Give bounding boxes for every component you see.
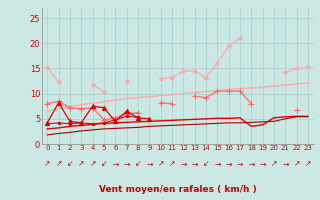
Text: ↗: ↗	[55, 160, 62, 168]
Text: ↗: ↗	[44, 160, 51, 168]
Text: ↙: ↙	[67, 160, 73, 168]
Text: →: →	[214, 160, 220, 168]
Text: →: →	[237, 160, 243, 168]
Text: ↗: ↗	[89, 160, 96, 168]
Text: →: →	[146, 160, 152, 168]
Text: ↗: ↗	[305, 160, 311, 168]
Text: →: →	[282, 160, 288, 168]
Text: ↙: ↙	[203, 160, 209, 168]
Text: →: →	[225, 160, 232, 168]
Text: ↙: ↙	[101, 160, 107, 168]
Text: →: →	[191, 160, 198, 168]
Text: →: →	[180, 160, 187, 168]
Text: →: →	[124, 160, 130, 168]
Text: ↗: ↗	[78, 160, 84, 168]
Text: →: →	[112, 160, 118, 168]
Text: ↗: ↗	[157, 160, 164, 168]
Text: ↙: ↙	[135, 160, 141, 168]
Text: ↗: ↗	[271, 160, 277, 168]
Text: Vent moyen/en rafales ( km/h ): Vent moyen/en rafales ( km/h )	[99, 185, 256, 194]
Text: ↗: ↗	[169, 160, 175, 168]
Text: →: →	[248, 160, 254, 168]
Text: →: →	[260, 160, 266, 168]
Text: ↗: ↗	[293, 160, 300, 168]
